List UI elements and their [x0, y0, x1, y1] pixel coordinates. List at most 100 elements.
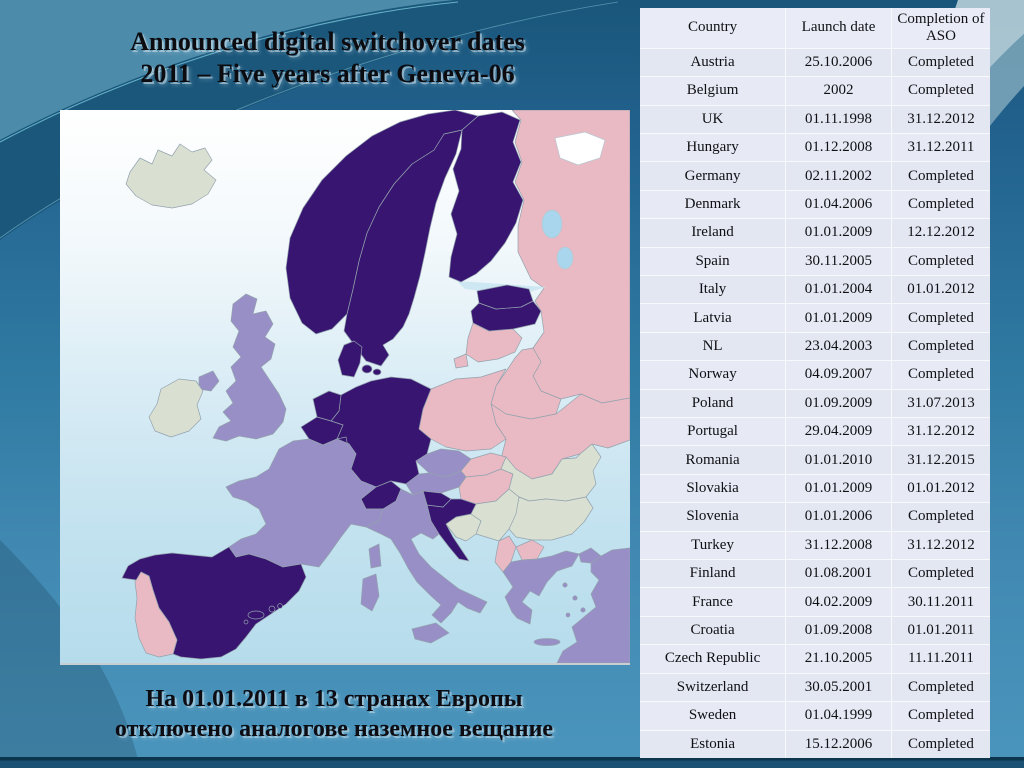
- country-cell: UK: [701, 110, 724, 127]
- country-cell: Austria: [690, 53, 735, 70]
- map-country-macedonia: [515, 539, 545, 561]
- table-row: Latvia 01.01.2009 Completed: [640, 303, 990, 332]
- country-cell: Ireland: [691, 224, 734, 241]
- table-row: Poland 01.09.2009 31.07.2013: [640, 388, 990, 418]
- table-row: Slovenia 01.01.2006 Completed: [640, 502, 990, 531]
- completion-cell: 01.01.2012: [890, 276, 990, 304]
- table-row: Spain 30.11.2005 Completed: [640, 246, 990, 275]
- country-cell: Finland: [689, 565, 736, 582]
- country-cell: Slovakia: [686, 480, 739, 497]
- map-country-turkey: [556, 547, 630, 663]
- column-header-launch-date: Launch date: [785, 8, 891, 48]
- launch-date-cell: 31.12.2008: [785, 531, 891, 560]
- launch-date-cell: 01.01.2010: [785, 446, 891, 474]
- table-row: Sweden 01.04.1999 Completed: [640, 701, 990, 730]
- table-row: Romania 01.01.2010 31.12.2015: [640, 445, 990, 474]
- country-cell: Portugal: [687, 423, 738, 440]
- map-country-italy: [365, 488, 488, 624]
- completion-cell: Completed: [890, 730, 990, 758]
- map-country-corsica: [368, 543, 382, 569]
- slide-title-line1: Announced digital switchover dates: [130, 27, 525, 56]
- table-row: Slovakia 01.01.2009 01.01.2012: [640, 473, 990, 503]
- launch-date-cell: 23.04.2003: [785, 332, 891, 361]
- country-cell: Estonia: [690, 735, 736, 752]
- country-cell: Hungary: [686, 139, 739, 156]
- completion-cell: 11.11.2011: [890, 645, 990, 673]
- launch-date-cell: 04.09.2007: [785, 361, 891, 389]
- slide-title: Announced digital switchover dates 2011 …: [55, 26, 600, 90]
- completion-cell: 31.07.2013: [890, 389, 990, 418]
- completion-cell: Completed: [890, 304, 990, 332]
- slide-caption-line1: На 01.01.2011 в 13 странах Европы: [145, 686, 523, 712]
- map-country-bulgaria: [508, 496, 594, 541]
- launch-date-cell: 02.11.2002: [785, 162, 891, 190]
- map-country-finland: [448, 111, 524, 283]
- launch-date-cell: 04.02.2009: [785, 588, 891, 616]
- country-cell: Latvia: [693, 309, 732, 326]
- launch-date-cell: 01.11.1998: [785, 105, 891, 133]
- map-country-kaliningrad: [453, 353, 469, 369]
- map-country-denmark-isles: [361, 364, 382, 376]
- bottom-edge-line: [0, 757, 1024, 761]
- table-header-row: Country Launch date Completion of ASO: [640, 8, 990, 48]
- launch-date-cell: 01.04.2006: [785, 190, 891, 219]
- table-row: Hungary 01.12.2008 31.12.2011: [640, 132, 990, 162]
- map-country-iceland: [125, 143, 217, 209]
- slide-caption: На 01.01.2011 в 13 странах Европы отключ…: [38, 684, 630, 744]
- launch-date-cell: 29.04.2009: [785, 418, 891, 446]
- slide-caption-line2: отключено аналогове наземное вещание: [114, 716, 554, 742]
- country-cell: Switzerland: [676, 678, 749, 695]
- table-row: Ireland 01.01.2009 12.12.2012: [640, 218, 990, 247]
- map-country-sicily: [411, 622, 450, 644]
- table-row: Switzerland 30.05.2001 Completed: [640, 672, 990, 702]
- map-country-denmark: [337, 340, 363, 378]
- country-cell: Denmark: [684, 195, 741, 212]
- completion-cell: Completed: [890, 247, 990, 275]
- launch-date-cell: 01.12.2008: [785, 133, 891, 162]
- country-cell: Poland: [691, 394, 734, 411]
- completion-cell: 01.01.2012: [890, 474, 990, 503]
- launch-date-cell: 2002: [785, 77, 891, 105]
- completion-cell: Completed: [890, 560, 990, 588]
- table-row: Portugal 29.04.2009 31.12.2012: [640, 417, 990, 446]
- map-country-france: [225, 438, 384, 568]
- launch-date-cell: 01.04.1999: [785, 702, 891, 730]
- completion-cell: 31.12.2015: [890, 446, 990, 474]
- map-country-uk: [212, 293, 287, 442]
- completion-cell: 30.11.2011: [890, 588, 990, 616]
- country-cell: Germany: [684, 167, 741, 184]
- table-row: NL 23.04.2003 Completed: [640, 331, 990, 361]
- map-country-portugal: [134, 571, 178, 658]
- map-country-norway: [285, 110, 479, 335]
- table-row: UK 01.11.1998 31.12.2012: [640, 104, 990, 133]
- completion-cell: 12.12.2012: [890, 219, 990, 247]
- swoosh-light: [0, 0, 455, 140]
- table-row: Denmark 01.04.2006 Completed: [640, 189, 990, 219]
- table-row: Czech Republic 21.10.2005 11.11.2011: [640, 644, 990, 673]
- launch-date-cell: 01.09.2008: [785, 616, 891, 645]
- column-header-country: Country: [687, 19, 738, 36]
- completion-cell: Completed: [890, 702, 990, 730]
- completion-cell: Completed: [890, 162, 990, 190]
- launch-date-cell: 21.10.2005: [785, 645, 891, 673]
- launch-date-cell: 15.12.2006: [785, 730, 891, 758]
- map-country-greek-islands: [533, 582, 586, 646]
- country-cell: Croatia: [690, 622, 735, 639]
- map-country-estonia: [476, 284, 534, 310]
- launch-date-cell: 25.10.2006: [785, 48, 891, 77]
- completion-cell: Completed: [890, 190, 990, 219]
- country-cell: Italy: [698, 281, 727, 298]
- table-row: Belgium 2002 Completed: [640, 76, 990, 105]
- completion-cell: Completed: [890, 77, 990, 105]
- completion-cell: Completed: [890, 503, 990, 531]
- map-lake-ladoga: [541, 209, 563, 239]
- table-row: Estonia 15.12.2006 Completed: [640, 729, 990, 758]
- table-row: Croatia 01.09.2008 01.01.2011: [640, 615, 990, 645]
- country-cell: Romania: [685, 451, 740, 468]
- map-lake-white-sea: [554, 131, 606, 166]
- completion-cell: Completed: [890, 673, 990, 702]
- map-country-croatia: [426, 498, 477, 562]
- launch-date-cell: 01.09.2009: [785, 389, 891, 418]
- country-cell: Belgium: [686, 82, 739, 99]
- table-row: Turkey 31.12.2008 31.12.2012: [640, 530, 990, 560]
